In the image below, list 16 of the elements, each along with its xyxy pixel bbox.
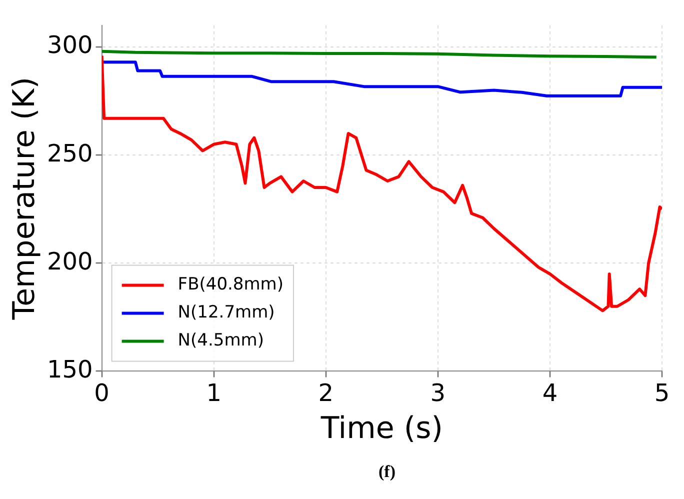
x-tick-label: 1 (206, 378, 222, 407)
x-tick-label: 0 (94, 378, 110, 407)
y-axis-title: Temperature (K) (6, 76, 42, 321)
text: (f) (378, 462, 396, 482)
legend-label: N(4.5mm) (178, 330, 264, 351)
y-tick-label: 300 (46, 31, 93, 60)
x-tick-label: 3 (430, 378, 446, 407)
x-tick-label: 5 (654, 378, 670, 407)
y-tick-label: 250 (46, 139, 93, 168)
y-tick-label: 150 (46, 355, 93, 384)
legend-label: N(12.7mm) (178, 302, 275, 323)
legend-label: FB(40.8mm) (178, 274, 284, 295)
y-tick-label: 200 (46, 247, 93, 276)
x-axis-title: Time (s) (320, 410, 443, 446)
x-tick-label: 2 (318, 378, 334, 407)
x-tick-label: 4 (542, 378, 558, 407)
